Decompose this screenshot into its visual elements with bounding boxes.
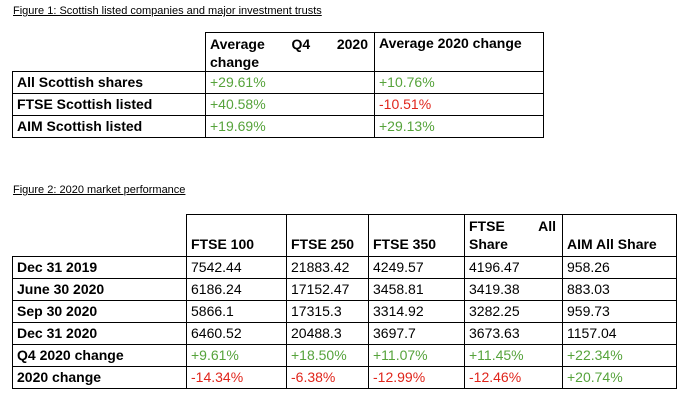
table-cell: 3697.7 (368, 322, 465, 345)
row-label: Dec 31 2020 (12, 322, 187, 345)
table-cell: 3314.92 (368, 300, 465, 323)
column-header-ftse-250: FTSE 250 (286, 214, 369, 257)
table-cell: 5866.1 (186, 300, 287, 323)
table-header-row: Average Q4 2020 change Average 2020 chan… (12, 32, 544, 72)
row-label: All Scottish shares (12, 71, 206, 94)
table-row: All Scottish shares +29.61% +10.76% (12, 71, 544, 94)
row-label: AIM Scottish listed (12, 115, 206, 138)
table-cell: +29.61% (205, 71, 375, 94)
header-text: FTSE (469, 218, 505, 234)
column-header-aim-all-share: AIM All Share (562, 214, 677, 257)
table-cell: 4249.57 (368, 256, 465, 279)
column-header-ftse-all-share: FTSE All Share (464, 214, 563, 257)
header-text: Share (469, 236, 508, 252)
figure-1-table: Average Q4 2020 change Average 2020 chan… (12, 32, 544, 138)
figure-2-table: FTSE 100 FTSE 250 FTSE 350 FTSE All Shar… (12, 214, 677, 389)
row-label: Q4 2020 change (12, 344, 187, 367)
table-row: June 30 2020 6186.24 17152.47 3458.81 3419.3… (12, 278, 677, 301)
header-text: Q4 (291, 36, 311, 52)
table-cell: 21883.42 (286, 256, 369, 279)
table-cell: 17152.47 (286, 278, 369, 301)
row-label: FTSE Scottish listed (12, 93, 206, 116)
table-cell: 20488.3 (286, 322, 369, 345)
empty-corner-cell (12, 32, 206, 72)
table-cell: 7542.44 (186, 256, 287, 279)
table-row: Q4 2020 change +9.61% +18.50% +11.07% +11.45… (12, 344, 677, 367)
table-cell: +29.13% (374, 115, 544, 138)
table-cell: 3458.81 (368, 278, 465, 301)
table-row: Sep 30 2020 5866.1 17315.3 3314.92 3282.25 95… (12, 300, 677, 323)
table-cell: 3282.25 (464, 300, 563, 323)
table-cell: +11.07% (368, 344, 465, 367)
table-cell: 6460.52 (186, 322, 287, 345)
row-label: Sep 30 2020 (12, 300, 187, 323)
column-header-ftse-350: FTSE 350 (368, 214, 465, 257)
table-cell: -6.38% (286, 366, 369, 389)
header-text: All (538, 218, 556, 234)
table-row: Dec 31 2019 7542.44 21883.42 4249.57 4196.47… (12, 256, 677, 279)
table-row: FTSE Scottish listed +40.58% -10.51% (12, 93, 544, 116)
header-text: 2020 (336, 36, 368, 52)
table-cell: 883.03 (562, 278, 677, 301)
table-cell: 4196.47 (464, 256, 563, 279)
table-cell: +10.76% (374, 71, 544, 94)
table-cell: -14.34% (186, 366, 287, 389)
table-cell: -12.46% (464, 366, 563, 389)
figure-2-caption: Figure 2: 2020 market performance (13, 184, 186, 196)
table-cell: 958.26 (562, 256, 677, 279)
table-cell: +40.58% (205, 93, 375, 116)
table-cell: 6186.24 (186, 278, 287, 301)
column-header-q4-change: Average Q4 2020 change (205, 32, 375, 72)
table-header-row: FTSE 100 FTSE 250 FTSE 350 FTSE All Shar… (12, 214, 677, 257)
row-label: June 30 2020 (12, 278, 187, 301)
figure-2-body: Dec 31 2019 7542.44 21883.42 4249.57 4196.47… (12, 256, 677, 389)
table-cell: 3673.63 (464, 322, 563, 345)
empty-corner-cell (12, 214, 187, 257)
table-cell: 17315.3 (286, 300, 369, 323)
table-cell: +22.34% (562, 344, 677, 367)
table-cell: +11.45% (464, 344, 563, 367)
row-label: Dec 31 2019 (12, 256, 187, 279)
table-row: 2020 change -14.34% -6.38% -12.99% -12.46% +2… (12, 366, 677, 389)
table-row: Dec 31 2020 6460.52 20488.3 3697.7 3673.63 11… (12, 322, 677, 345)
column-header-ftse-100: FTSE 100 (186, 214, 287, 257)
table-cell: +19.69% (205, 115, 375, 138)
table-cell: +20.74% (562, 366, 677, 389)
header-text: change (210, 54, 260, 70)
row-label: 2020 change (12, 366, 187, 389)
table-cell: +18.50% (286, 344, 369, 367)
table-cell: +9.61% (186, 344, 287, 367)
table-cell: -12.99% (368, 366, 465, 389)
figure-1-caption: Figure 1: Scottish listed companies and … (13, 5, 322, 17)
column-header-2020-change: Average 2020 change (374, 32, 544, 72)
table-cell: 1157.04 (562, 322, 677, 345)
table-cell: -10.51% (374, 93, 544, 116)
header-text: Average (210, 36, 265, 52)
table-cell: 959.73 (562, 300, 677, 323)
table-cell: 3419.38 (464, 278, 563, 301)
table-row: AIM Scottish listed +19.69% +29.13% (12, 115, 544, 138)
